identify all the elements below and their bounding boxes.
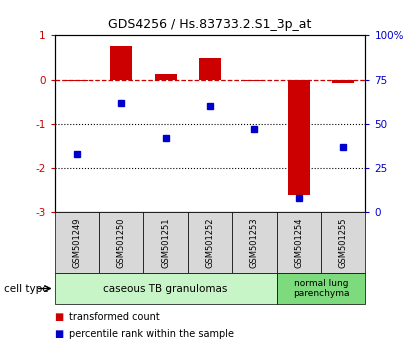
Text: GSM501253: GSM501253 [250,217,259,268]
Text: GSM501249: GSM501249 [72,217,81,268]
Text: normal lung
parenchyma: normal lung parenchyma [293,279,349,298]
Text: GSM501251: GSM501251 [161,217,170,268]
Text: ■: ■ [55,312,64,321]
Bar [110,46,132,80]
Text: GSM501255: GSM501255 [339,217,348,268]
Text: caseous TB granulomas: caseous TB granulomas [103,284,228,293]
Text: GDS4256 / Hs.83733.2.S1_3p_at: GDS4256 / Hs.83733.2.S1_3p_at [108,18,312,31]
Text: GSM501254: GSM501254 [294,217,303,268]
Text: transformed count: transformed count [69,312,160,321]
Bar [155,74,177,80]
Text: cell type: cell type [4,284,49,293]
Bar [66,80,88,81]
Text: ■: ■ [55,329,64,339]
Bar [288,80,310,195]
Text: GSM501252: GSM501252 [205,217,215,268]
Bar [199,57,221,80]
Bar [243,80,265,81]
Bar [332,80,354,83]
Text: GSM501250: GSM501250 [117,217,126,268]
Text: percentile rank within the sample: percentile rank within the sample [69,329,234,339]
